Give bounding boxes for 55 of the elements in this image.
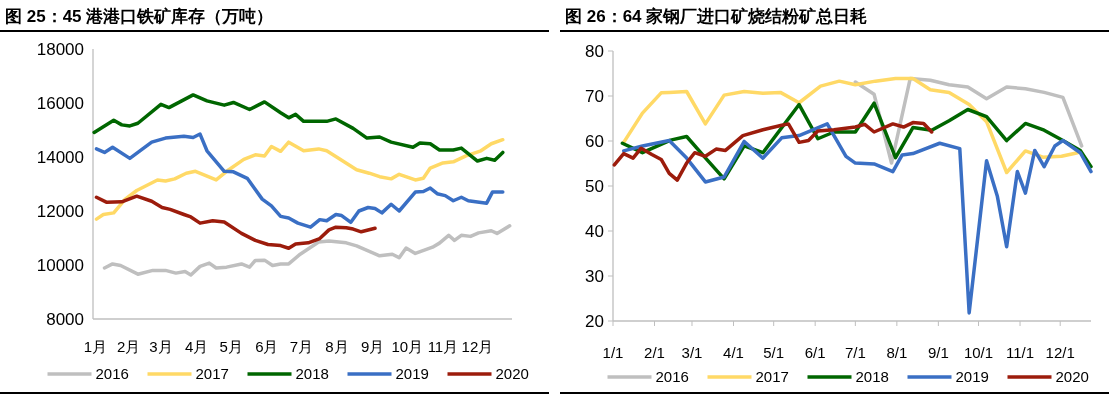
x-tick-label: 11/1 [1005,344,1035,361]
line-series [102,224,512,277]
x-tick-label: 9/1 [927,344,949,361]
legend-label: 2019 [955,368,989,386]
legend-label: 2017 [755,368,789,386]
x-tick-label: 8月 [325,338,349,355]
line-series [94,194,377,251]
x-tick-label: 1月 [83,338,107,355]
chart-title: 图 26：64 家钢厂进口矿烧结粉矿总日耗 [565,7,868,26]
y-tick-label: 70 [585,86,604,106]
x-tick-label: 11月 [427,338,459,355]
legend-label: 2016 [655,368,689,386]
x-tick-label: 6/1 [804,344,826,361]
legend-label: 2018 [855,368,889,386]
line-series [621,122,1093,315]
x-tick-label: 6月 [255,338,279,355]
x-tick-label: 10/1 [963,344,994,361]
y-tick-label: 12000 [36,201,84,221]
legend-label: 2017 [195,365,229,383]
legend-label: 2019 [395,365,429,383]
legend-label: 2020 [495,365,529,383]
y-tick-label: 16000 [36,93,84,113]
chart-title: 图 25：45 港港口铁矿库存（万吨） [5,7,274,26]
line-series [92,93,505,163]
x-tick-label: 1/1 [602,344,624,361]
y-tick-label: 50 [585,176,604,196]
y-tick-label: 80 [585,41,604,61]
y-tick-label: 14000 [36,147,84,167]
x-tick-label: 12/1 [1045,344,1075,361]
y-tick-label: 18000 [36,39,84,59]
x-tick-label: 8/1 [886,344,908,361]
x-tick-label: 2月 [117,338,141,355]
x-tick-label: 10月 [391,338,424,355]
y-tick-label: 10000 [36,255,84,275]
legend-label: 2016 [95,365,129,383]
legend-label: 2018 [295,365,329,383]
x-tick-label: 3月 [149,338,173,355]
x-tick-label: 5月 [219,338,243,355]
x-tick-label: 5/1 [763,344,785,361]
line-series [621,76,1080,175]
x-tick-label: 2/1 [644,344,665,361]
x-tick-label: 4月 [184,338,209,355]
x-tick-label: 4/1 [723,344,744,361]
y-tick-label: 30 [585,266,604,286]
x-tick-label: 7/1 [844,344,866,361]
y-tick-label: 20 [585,311,604,331]
x-tick-label: 9月 [361,338,385,355]
x-tick-label: 12月 [461,338,494,355]
y-tick-label: 60 [585,131,604,151]
y-tick-label: 8000 [46,309,84,329]
x-tick-label: 3/1 [681,344,703,361]
line-series [612,120,934,182]
y-tick-label: 40 [585,221,604,241]
x-tick-label: 7月 [289,338,314,355]
legend-label: 2020 [1055,368,1089,386]
